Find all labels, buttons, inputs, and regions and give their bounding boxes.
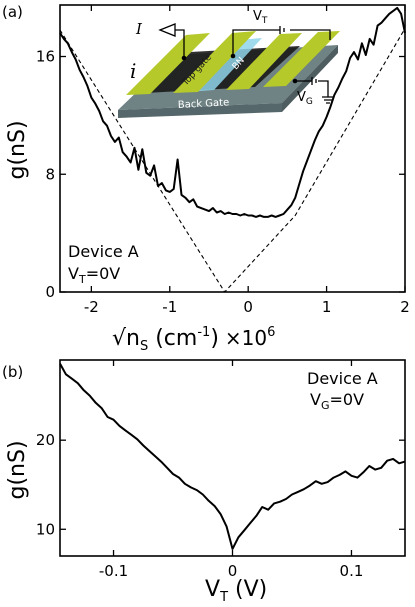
panel-a-xtick-label: 0 [243, 298, 253, 316]
panel-b-xtick-label: -0.1 [99, 562, 128, 580]
electrode-right-2 [263, 31, 340, 87]
svg-text:VG=0V: VG=0V [310, 390, 364, 412]
panel-a-frame [59, 4, 406, 293]
panel-b-series-0-line [59, 363, 406, 550]
electrode-left [126, 33, 210, 95]
panel-a-ylabel: g(nS) [5, 120, 30, 179]
back-gate-label: Back Gate [178, 97, 230, 111]
panel-a-ytick-label: 0 [45, 283, 55, 301]
panel-b: (b) g(nS) -0.1 0 0.1 10 20 VT (V) Device A V… [2, 359, 406, 605]
panel-a-ticks: -2 -1 0 1 2 0 8 16 [36, 5, 410, 316]
panel-a-label: (a) [2, 3, 23, 21]
panel-a-xtick-label: 2 [400, 298, 410, 316]
panel-b-ytick-label: 20 [36, 431, 55, 449]
panel-a-ytick-label: 16 [36, 48, 55, 66]
svg-text:Device A: Device A [68, 242, 139, 261]
panel-b-xlabel: VT (V) [205, 577, 267, 605]
device-schematic: Back Gate BN Top gate [118, 9, 340, 118]
panel-b-xtick-label: 0 [228, 562, 238, 580]
current-source-icon [158, 23, 176, 37]
panel-b-series [59, 363, 406, 550]
electrode-right-1 [226, 33, 302, 90]
panel-a-xtick-label: -1 [162, 298, 177, 316]
panel-a-annotation: Device A VT=0V [68, 242, 139, 286]
vg-label: VG [297, 90, 313, 107]
i-label: i [130, 59, 136, 83]
panel-a-xtick-label: -2 [84, 298, 99, 316]
panel-a-series-1-line [59, 28, 406, 293]
panel-a-xtick-label: 1 [322, 298, 332, 316]
vt-label: VT [253, 9, 268, 26]
panel-b-ticks: -0.1 0 0.1 10 20 [36, 360, 405, 580]
svg-text:Device A: Device A [307, 369, 378, 388]
panel-b-label: (b) [2, 363, 23, 381]
panel-b-xtick-label: 0.1 [340, 562, 364, 580]
panel-a: (a) g(nS) -2 -1 0 1 2 0 8 16 √nS (cm-1) ×106 Dev… [2, 3, 410, 354]
panel-b-annotation: Device A VG=0V [307, 369, 378, 412]
panel-a-ytick-label: 8 [45, 165, 55, 183]
panel-a-xlabel: √nS (cm-1) ×106 [112, 325, 275, 354]
panel-b-ylabel: g(nS) [5, 440, 30, 499]
panel-a-series [59, 6, 406, 293]
current-label: I [135, 20, 143, 38]
panel-b-ytick-label: 10 [36, 520, 55, 538]
top-gate-electrode [173, 31, 256, 93]
panel-a-series-0-line [59, 6, 406, 218]
svg-text:VT=0V: VT=0V [68, 264, 120, 286]
wiring [172, 26, 334, 104]
